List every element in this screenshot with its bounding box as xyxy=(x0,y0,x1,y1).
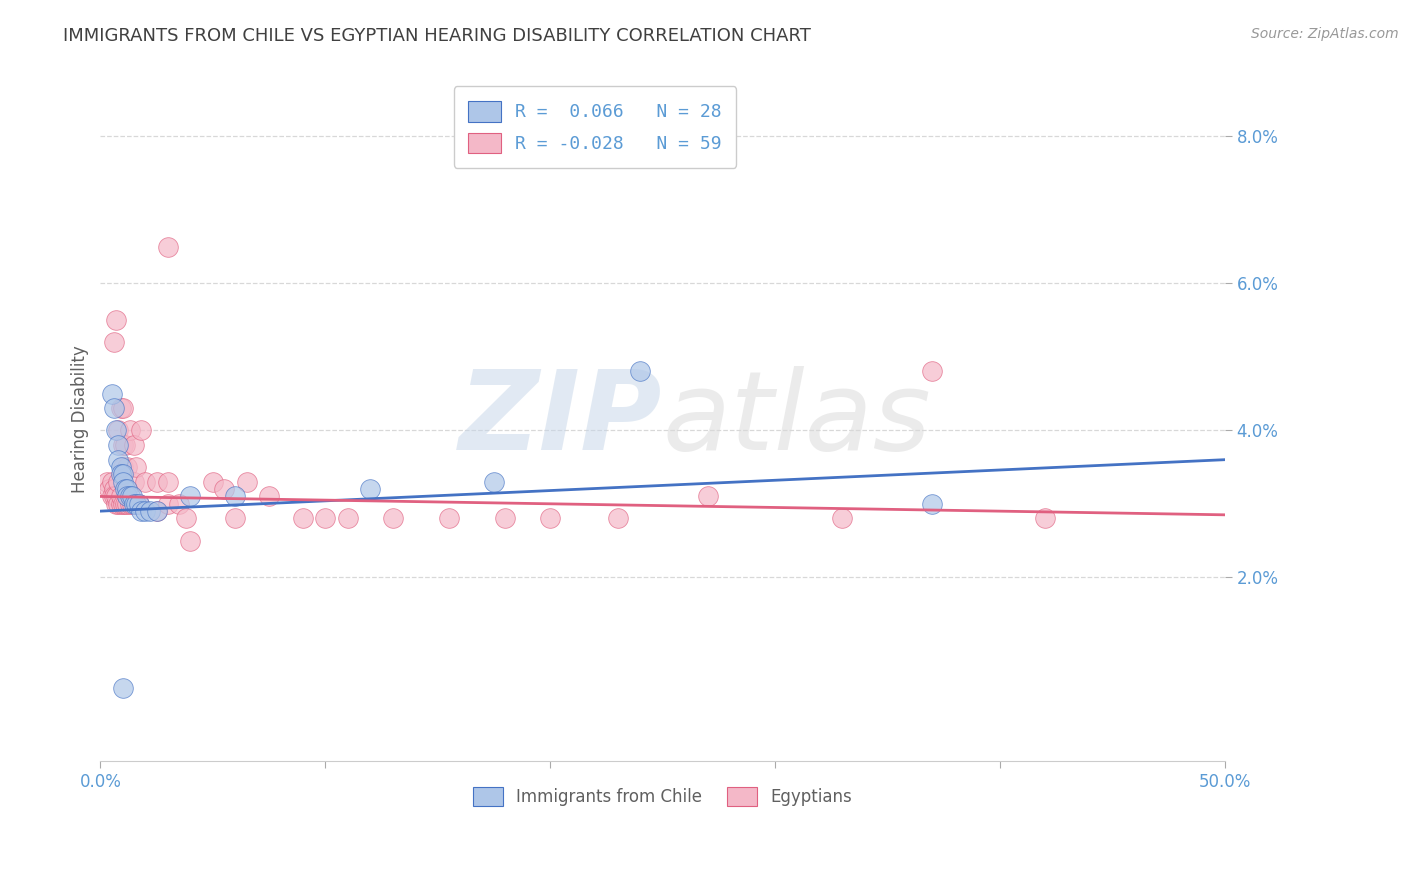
Point xyxy=(212,482,235,496)
Point xyxy=(156,497,179,511)
Point xyxy=(122,438,145,452)
Point xyxy=(129,504,152,518)
Point xyxy=(103,490,125,504)
Point xyxy=(96,475,118,489)
Point xyxy=(103,482,125,496)
Point xyxy=(129,423,152,437)
Point xyxy=(628,364,651,378)
Point xyxy=(107,475,129,489)
Text: atlas: atlas xyxy=(662,366,931,473)
Point xyxy=(145,475,167,489)
Point xyxy=(1033,511,1056,525)
Point xyxy=(103,334,125,349)
Point xyxy=(696,490,718,504)
Point xyxy=(156,239,179,253)
Point xyxy=(111,460,134,475)
Point xyxy=(128,497,150,511)
Point xyxy=(336,511,359,525)
Point xyxy=(114,497,136,511)
Point xyxy=(257,490,280,504)
Text: IMMIGRANTS FROM CHILE VS EGYPTIAN HEARING DISABILITY CORRELATION CHART: IMMIGRANTS FROM CHILE VS EGYPTIAN HEARIN… xyxy=(63,27,811,45)
Point xyxy=(122,497,145,511)
Point xyxy=(381,511,404,525)
Point xyxy=(118,497,141,511)
Point xyxy=(538,511,561,525)
Point xyxy=(110,497,132,511)
Point xyxy=(156,475,179,489)
Point xyxy=(105,497,128,511)
Point xyxy=(111,497,134,511)
Point xyxy=(482,475,505,489)
Point xyxy=(111,475,134,489)
Point xyxy=(494,511,516,525)
Point xyxy=(122,475,145,489)
Point xyxy=(139,504,162,518)
Point xyxy=(145,504,167,518)
Point xyxy=(105,423,128,437)
Point xyxy=(110,467,132,482)
Point xyxy=(118,423,141,437)
Point xyxy=(114,438,136,452)
Point xyxy=(606,511,628,525)
Legend: Immigrants from Chile, Egyptians: Immigrants from Chile, Egyptians xyxy=(464,779,860,814)
Text: Source: ZipAtlas.com: Source: ZipAtlas.com xyxy=(1251,27,1399,41)
Point xyxy=(98,482,121,496)
Point xyxy=(107,452,129,467)
Point xyxy=(100,386,122,401)
Point xyxy=(921,497,943,511)
Point xyxy=(107,497,129,511)
Point xyxy=(174,511,197,525)
Point xyxy=(134,475,156,489)
Point xyxy=(110,460,132,475)
Point xyxy=(100,475,122,489)
Point xyxy=(111,438,134,452)
Point xyxy=(117,490,139,504)
Point xyxy=(128,497,150,511)
Point xyxy=(359,482,381,496)
Point xyxy=(224,490,246,504)
Point xyxy=(105,490,128,504)
Point xyxy=(103,401,125,416)
Point xyxy=(125,460,148,475)
Point xyxy=(111,401,134,416)
Point xyxy=(831,511,853,525)
Point xyxy=(314,511,336,525)
Point xyxy=(134,504,156,518)
Y-axis label: Hearing Disability: Hearing Disability xyxy=(72,345,89,493)
Point xyxy=(921,364,943,378)
Point xyxy=(111,467,134,482)
Point xyxy=(107,438,129,452)
Point xyxy=(117,482,139,496)
Point xyxy=(201,475,224,489)
Point xyxy=(105,313,128,327)
Point xyxy=(179,490,201,504)
Point xyxy=(117,497,139,511)
Point xyxy=(107,423,129,437)
Point xyxy=(125,497,148,511)
Point xyxy=(125,497,148,511)
Point xyxy=(224,511,246,525)
Point xyxy=(114,482,136,496)
Point xyxy=(167,497,190,511)
Point xyxy=(110,401,132,416)
Point xyxy=(179,533,201,548)
Point xyxy=(110,490,132,504)
Point xyxy=(121,490,143,504)
Point xyxy=(145,504,167,518)
Point xyxy=(117,460,139,475)
Point xyxy=(100,490,122,504)
Point xyxy=(235,475,257,489)
Point xyxy=(111,681,134,695)
Point xyxy=(118,490,141,504)
Point xyxy=(437,511,460,525)
Point xyxy=(291,511,314,525)
Point xyxy=(121,497,143,511)
Text: ZIP: ZIP xyxy=(458,366,662,473)
